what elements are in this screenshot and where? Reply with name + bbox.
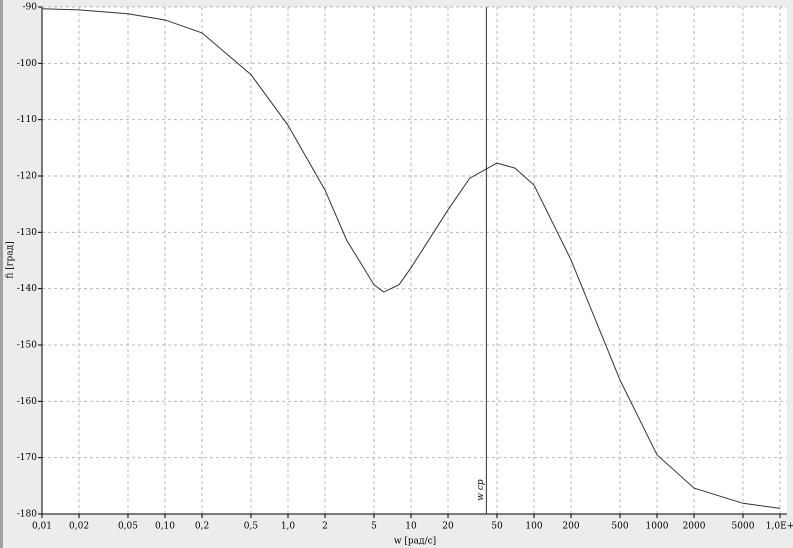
x-tick-label: 10 [405,522,417,532]
x-tick-label: 200 [562,522,579,532]
x-tick-label: 0,10 [155,522,175,532]
y-tick-label: -120 [17,172,37,182]
x-tick-label: 0,5 [244,522,259,532]
x-tick-label: 0,2 [195,522,209,532]
x-tick-label: 5000 [732,522,755,532]
x-tick-label: 2 [322,522,328,532]
y-tick-label: -110 [17,115,37,125]
left-border [0,0,3,548]
x-tick-label: 1,0 [281,522,296,532]
plot-area [42,7,787,514]
x-tick-label: 50 [491,522,503,532]
x-tick-label: 2000 [683,522,706,532]
x-tick-label: 1000 [646,522,669,532]
x-tick-label: 5 [371,522,377,532]
y-tick-label: -180 [17,510,37,520]
y-tick-label: -100 [17,59,37,69]
x-tick-label: 0,05 [118,522,138,532]
y-tick-label: -130 [17,228,37,238]
marker-label: w ср [476,479,486,501]
y-axis-label: fi [град] [6,241,16,278]
y-tick-label: -140 [17,284,37,294]
x-tick-label: 1,0E+ [766,522,793,532]
line-series [41,8,781,509]
y-tick-label: -150 [17,341,37,351]
y-tick-label: -160 [17,397,37,407]
y-tick-label: -90 [23,3,38,13]
x-tick-label: 500 [611,522,628,532]
x-tick-label: 0,02 [69,522,89,532]
x-tick-label: 100 [525,522,542,532]
y-tick-label: -170 [17,453,37,463]
x-tick-label: 20 [442,522,454,532]
x-axis-label: w [рад/с] [394,537,436,547]
x-tick-label: 0,01 [32,522,52,532]
